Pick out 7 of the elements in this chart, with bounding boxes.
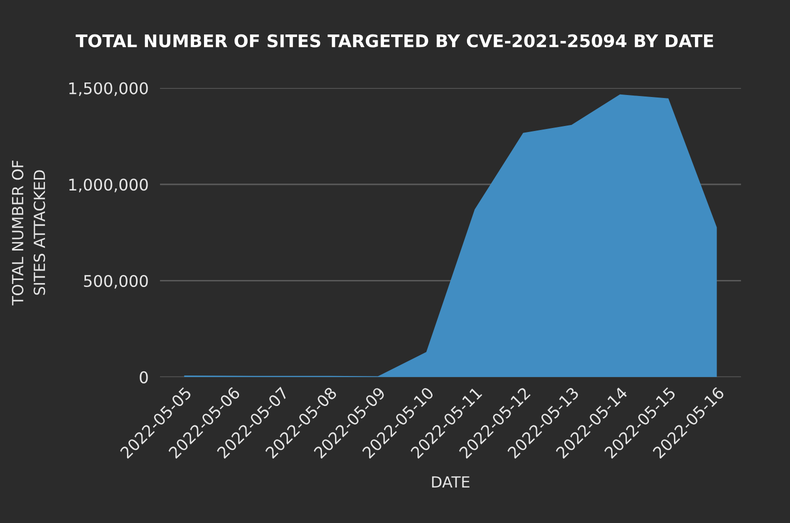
y-tick-label: 1,000,000: [69, 178, 148, 192]
y-tick-label: 1,500,000: [69, 82, 148, 96]
x-axis-title: DATE: [432, 476, 470, 488]
chart-title: TOTAL NUMBER OF SITES TARGETED BY CVE-2021-25094 BY DATE: [76, 34, 714, 48]
y-tick-label: 0: [140, 371, 148, 384]
y-axis-title: TOTAL NUMBER OF SITES ATTACKED: [12, 160, 46, 306]
y-tick-label: 500,000: [84, 274, 148, 289]
